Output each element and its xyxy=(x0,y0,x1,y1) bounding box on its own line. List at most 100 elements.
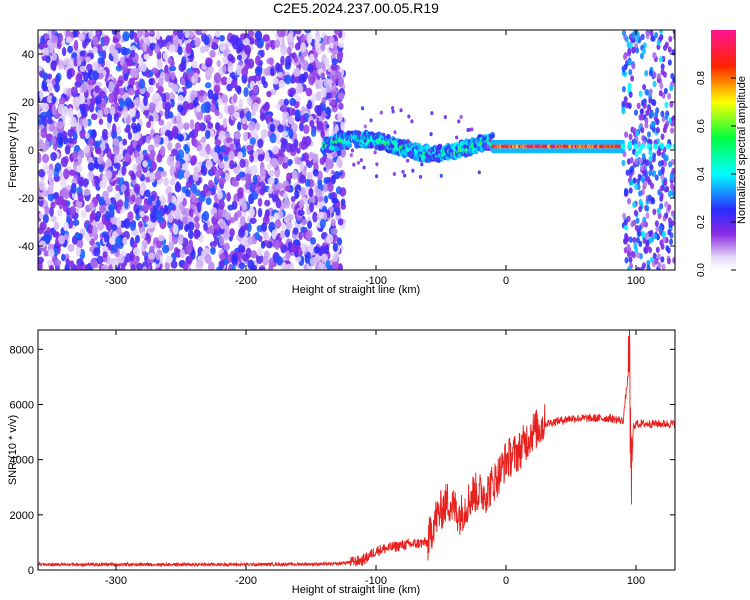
spectrogram-cell xyxy=(250,250,258,259)
spectrogram-cell xyxy=(658,225,663,232)
spectrogram-cell xyxy=(178,219,184,231)
spectrogram-cell xyxy=(129,106,137,118)
spectrogram-cell xyxy=(157,234,165,242)
spectrogram-cell xyxy=(277,124,285,133)
spectrogram-cell xyxy=(175,142,182,150)
spectrogram-cell xyxy=(38,103,42,111)
spectrogram-cell xyxy=(273,177,279,185)
spectrogram-cell xyxy=(640,164,645,171)
spectrogram-cell xyxy=(242,253,249,262)
spectrogram-cell xyxy=(661,263,666,270)
spectrogram-cell xyxy=(626,143,633,150)
spectrogram-cell xyxy=(172,224,179,235)
spectrogram-cell xyxy=(298,231,303,241)
spectrogram-cell xyxy=(43,163,49,173)
spectrogram-cell xyxy=(102,128,108,138)
spectrogram-cell xyxy=(629,157,634,164)
spectrogram-cell xyxy=(141,239,148,248)
spectrogram-cell xyxy=(301,242,307,253)
spectrogram-cell xyxy=(672,30,675,35)
spectrogram-cell xyxy=(105,197,111,205)
spectrogram-cell xyxy=(184,170,190,179)
spectrogram-cell xyxy=(56,120,64,130)
spectrogram-cell xyxy=(142,266,148,270)
spectrogram-cell xyxy=(640,33,645,41)
spectrogram-cell xyxy=(223,230,230,241)
spectrogram-cell xyxy=(242,123,249,131)
spectrogram-cell xyxy=(102,190,109,200)
spectrogram-cell xyxy=(108,203,116,212)
spectrogram-cell xyxy=(323,177,330,185)
spectrogram-cell xyxy=(282,161,289,169)
spectrogram-cell xyxy=(60,177,67,188)
spectrogram-cell xyxy=(633,109,638,116)
spectrogram-cell xyxy=(488,138,492,143)
spectrogram-cell xyxy=(622,53,627,61)
spectrogram-cell xyxy=(294,42,301,51)
spectrogram-cell xyxy=(92,35,98,47)
spectrogram-cell xyxy=(162,51,169,61)
spectrogram-cell xyxy=(63,57,71,66)
spectrogram-cell xyxy=(280,104,288,113)
spectrogram-cell xyxy=(356,160,361,165)
spectrogram-cell xyxy=(44,140,50,151)
spectrogram-cell xyxy=(284,228,290,238)
spectrogram-cell xyxy=(467,127,471,132)
spectrogram-cell xyxy=(154,170,162,181)
spectrogram-cell xyxy=(244,45,252,56)
spectrogram-cell xyxy=(202,210,210,222)
spectrogram-cell xyxy=(623,96,628,103)
spectrogram-cell xyxy=(660,110,665,118)
spectrogram-cell xyxy=(645,205,650,212)
spectrogram-cell xyxy=(660,133,665,140)
spectrogram-cell xyxy=(305,87,313,97)
spectrogram-cell xyxy=(183,143,189,152)
spectrogram-cell xyxy=(254,231,260,241)
spectrogram-cell xyxy=(663,87,668,95)
spectrogram-cell xyxy=(642,83,647,91)
spectrogram-cell xyxy=(217,186,222,196)
spectrogram-cell xyxy=(187,229,194,240)
spectrogram-cell xyxy=(293,56,299,63)
spectrogram-cell xyxy=(638,157,643,164)
spectrogram-cell xyxy=(47,73,52,80)
spectrogram-cell xyxy=(116,79,123,87)
spectrogram-cell xyxy=(621,30,626,37)
spectrogram-cell xyxy=(636,252,641,259)
spectrogram-cell xyxy=(624,224,629,231)
spectrogram-cell xyxy=(76,124,83,132)
spectrogram-cell xyxy=(155,199,161,207)
spectrogram-cell xyxy=(78,32,85,41)
spectrogram-cell xyxy=(175,160,181,169)
spectrogram-cell xyxy=(94,85,100,94)
spectrogram-cell xyxy=(669,238,674,245)
spectrogram-cell xyxy=(150,214,158,223)
spectrogram-cell xyxy=(653,258,658,265)
spectrogram-cell xyxy=(135,196,142,206)
spectrogram-cell xyxy=(76,238,84,249)
spectrogram-cell xyxy=(149,172,156,183)
spectrogram-cell xyxy=(665,143,672,150)
spectrogram-cell xyxy=(183,122,190,131)
spectrogram-cell xyxy=(98,163,104,173)
spectrogram-cell xyxy=(123,72,129,82)
spectrogram-cell xyxy=(420,162,424,167)
spectrogram-cell xyxy=(622,212,627,220)
spectrogram-cell xyxy=(71,52,78,59)
spectrogram-cell xyxy=(233,131,241,140)
spectrogram-cell xyxy=(399,108,403,113)
spectrogram-cell xyxy=(163,204,169,214)
spectrogram-cell xyxy=(231,264,236,270)
spectrogram-cell xyxy=(179,249,186,259)
spectrogram-cell xyxy=(290,74,296,83)
spectrogram-cell xyxy=(427,148,431,153)
spectrogram-cell xyxy=(280,55,285,66)
spectrogram-cell xyxy=(302,152,310,162)
spectrogram-cell xyxy=(644,221,649,228)
spectrogram-cell xyxy=(194,36,201,48)
spectrogram-cell xyxy=(170,260,178,269)
spectrogram-cell xyxy=(178,63,186,72)
spectrogram-cell xyxy=(634,35,639,43)
spectrogram-cell xyxy=(112,144,120,156)
spectrogram-cell xyxy=(218,235,225,247)
